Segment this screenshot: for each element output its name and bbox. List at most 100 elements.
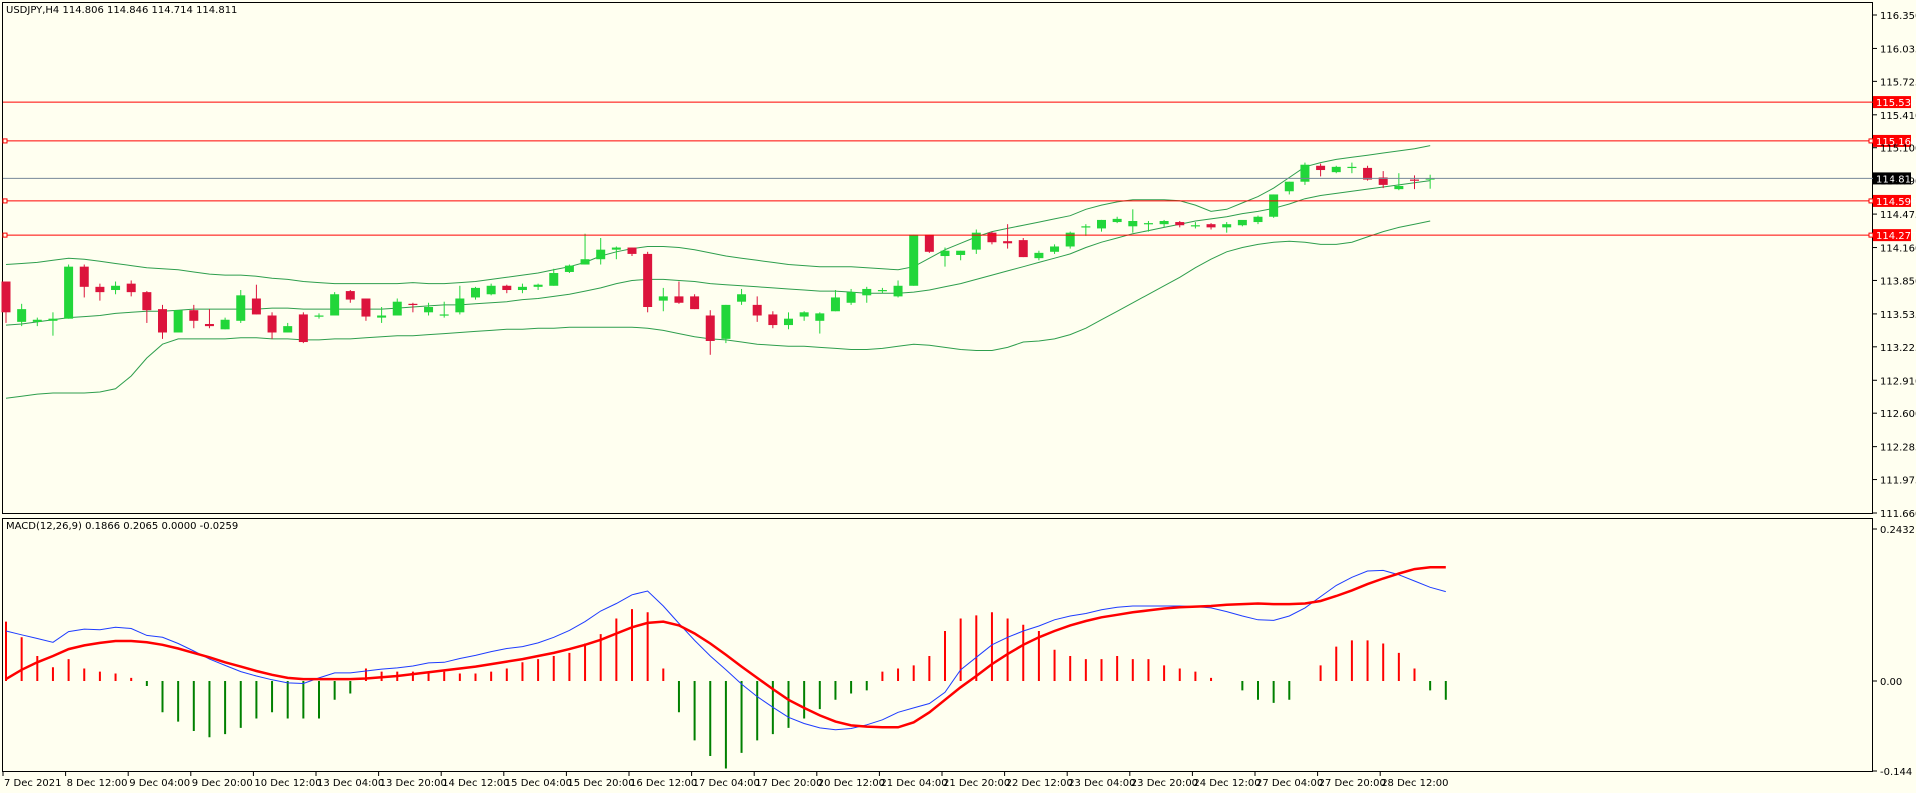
candle[interactable] [220,317,230,330]
candle[interactable] [549,268,559,286]
candle[interactable] [330,292,340,316]
candle[interactable] [204,309,214,329]
candle[interactable] [1065,231,1075,249]
candle[interactable] [32,317,42,327]
candle[interactable] [940,247,950,267]
candle[interactable] [314,313,324,319]
bollinger-lower-band [5,220,1431,399]
candle[interactable] [502,284,512,294]
candle[interactable] [345,290,355,303]
candle[interactable] [283,322,293,333]
candle[interactable] [1206,223,1216,230]
candle[interactable] [627,247,637,257]
candle[interactable] [236,290,246,323]
candle[interactable] [392,298,402,316]
candle[interactable] [1097,219,1106,232]
candle[interactable] [1347,162,1357,174]
candle[interactable] [987,231,997,245]
candle[interactable] [1425,174,1435,189]
candle[interactable] [1159,219,1169,228]
candle[interactable] [909,234,919,286]
candle[interactable] [361,298,371,321]
candle[interactable] [1316,163,1326,177]
candle[interactable] [64,264,74,319]
candle[interactable] [580,233,590,265]
candle[interactable] [611,246,621,260]
candle[interactable] [533,283,543,291]
candle[interactable] [1300,162,1310,185]
candle[interactable] [17,303,27,327]
candle[interactable] [517,283,527,294]
price-pane[interactable]: USDJPY,H4 114.806 114.846 114.714 114.81… [1,2,1874,514]
candle[interactable] [971,229,981,254]
candle[interactable] [1034,250,1044,261]
candle[interactable] [924,234,934,253]
candle[interactable] [471,286,480,300]
candle[interactable] [1018,237,1028,258]
candle[interactable] [846,288,856,305]
candle[interactable] [752,296,762,322]
candle[interactable] [1143,220,1153,232]
candle[interactable] [877,287,887,294]
macd-signal-line [5,566,1446,729]
macd-pane[interactable]: MACD(12,26,9) 0.1866 0.2065 0.0000 -0.02… [2,518,1873,772]
candle[interactable] [1378,171,1388,189]
candle[interactable] [486,283,496,296]
candle[interactable] [1331,165,1341,174]
candle[interactable] [690,294,700,310]
candle[interactable] [1112,216,1122,224]
candle[interactable] [298,312,308,344]
candle[interactable] [862,286,872,303]
candle[interactable] [768,311,778,329]
candle[interactable] [48,312,58,336]
time-tick-label: 24 Dec 12:00 [1193,778,1260,789]
candle[interactable] [424,302,434,316]
candle[interactable] [1269,194,1279,218]
candle[interactable] [1237,219,1247,227]
candle[interactable] [1394,173,1404,191]
candle[interactable] [142,291,152,323]
candle[interactable] [189,304,199,329]
candle[interactable] [956,250,966,261]
candle[interactable] [95,283,105,301]
candle[interactable] [721,304,731,344]
candle[interactable] [643,251,653,313]
candle[interactable] [79,264,89,298]
candle[interactable] [1284,181,1294,195]
candle[interactable] [1003,224,1013,249]
candle[interactable] [674,281,684,304]
candle[interactable] [815,312,825,334]
candle[interactable] [158,304,167,339]
candle[interactable] [408,302,418,313]
candle[interactable] [799,311,809,321]
horizontal-levels[interactable] [2,101,1874,238]
candle[interactable] [893,280,903,298]
candle[interactable] [830,290,840,312]
candles[interactable] [1,162,1435,355]
candle-body [1018,240,1028,258]
candle[interactable] [1410,175,1419,190]
candle[interactable] [705,310,715,355]
candle[interactable] [267,312,277,339]
candle[interactable] [1253,215,1263,225]
candle[interactable] [658,287,668,312]
candle[interactable] [784,312,793,330]
candle[interactable] [377,307,387,323]
candle[interactable] [126,280,136,297]
candle[interactable] [1222,222,1232,233]
candle[interactable] [737,288,747,305]
candle[interactable] [111,281,121,295]
candle[interactable] [439,301,449,318]
candle[interactable] [1081,224,1091,236]
candle[interactable] [1175,220,1185,228]
candle[interactable] [596,237,606,265]
candle[interactable] [1190,222,1200,229]
candle[interactable] [1,281,11,323]
candle[interactable] [1128,209,1138,233]
candle[interactable] [1050,244,1060,254]
candle[interactable] [251,284,261,315]
candle[interactable] [564,264,574,274]
candle[interactable] [455,285,465,315]
candle[interactable] [173,310,183,333]
